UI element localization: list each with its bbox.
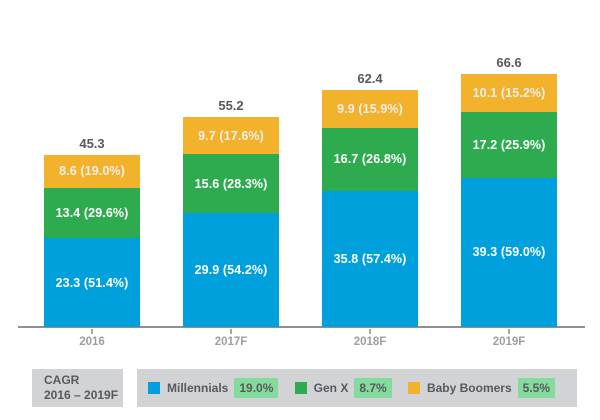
- x-axis-line: [18, 326, 585, 328]
- segment-value-label: 9.9 (15.9%): [337, 101, 403, 116]
- bar-stack: 35.8 (57.4%) 16.7 (26.8%) 9.9 (15.9%): [322, 89, 418, 327]
- x-axis-category-label: 2016: [79, 336, 105, 348]
- legend-item: Baby Boomers 5.5%: [407, 378, 555, 398]
- bar-total-label: 55.2: [218, 98, 244, 114]
- bar-stack: 23.3 (51.4%) 13.4 (29.6%) 8.6 (19.0%): [44, 154, 140, 327]
- segment-value-label: 13.4 (29.6%): [55, 206, 129, 221]
- bar-total-label: 45.3: [79, 135, 105, 151]
- segment-value-label: 35.8 (57.4%): [333, 251, 407, 266]
- legend-cagr-value: 19.0%: [234, 378, 279, 398]
- segment-value-label: 10.1 (15.2%): [472, 86, 546, 101]
- bar-group-2019f: 66.6 39.3 (59.0%) 17.2 (25.9%) 10.1 (15.2%)…: [461, 55, 557, 348]
- gen-x-swatch-icon: [294, 382, 307, 394]
- segment-value-label: 17.2 (25.9%): [472, 137, 546, 152]
- segment-gen-x: 17.2 (25.9%): [461, 112, 557, 178]
- segment-baby-boomers: 10.1 (15.2%): [461, 73, 557, 113]
- segment-millennials: 29.9 (54.2%): [183, 213, 279, 327]
- bar-stack: 39.3 (59.0%) 17.2 (25.9%) 10.1 (15.2%): [461, 73, 557, 327]
- segment-value-label: 16.7 (26.8%): [333, 152, 407, 167]
- legend-row: CAGR 2016 – 2019F Millennials 19.0% Gen …: [32, 369, 577, 407]
- bar-group-2017f: 55.2 29.9 (54.2%) 15.6 (28.3%) 9.7 (17.6%) 2…: [183, 98, 279, 348]
- segment-gen-x: 15.6 (28.3%): [183, 154, 279, 214]
- segment-value-label: 8.6 (19.0%): [59, 164, 125, 179]
- x-axis-tick: [508, 329, 510, 334]
- segment-value-label: 23.3 (51.4%): [55, 275, 129, 290]
- x-axis-category-label: 2019F: [492, 336, 526, 348]
- bar-total-label: 62.4: [357, 70, 383, 86]
- bar-stack: 29.9 (54.2%) 15.6 (28.3%) 9.7 (17.6%): [183, 117, 279, 327]
- legend-cagr-value: 8.7%: [354, 378, 392, 398]
- bar-series-container: 45.3 23.3 (51.4%) 13.4 (29.6%) 8.6 (19.0%) 2…: [44, 55, 557, 348]
- bar-total-label: 66.6: [496, 54, 522, 70]
- segment-value-label: 39.3 (59.0%): [472, 245, 546, 260]
- segment-millennials: 23.3 (51.4%): [44, 238, 140, 327]
- bar-group-2018f: 62.4 35.8 (57.4%) 16.7 (26.8%) 9.9 (15.9%) 2…: [322, 71, 418, 348]
- legend: Millennials 19.0% Gen X 8.7% Baby Boomer…: [137, 369, 577, 407]
- x-axis-category-label: 2018F: [353, 336, 387, 348]
- segment-baby-boomers: 9.9 (15.9%): [322, 89, 418, 128]
- segment-millennials: 39.3 (59.0%): [461, 177, 557, 327]
- segment-millennials: 35.8 (57.4%): [322, 190, 418, 327]
- legend-label: Millennials: [167, 381, 229, 395]
- legend-item: Millennials 19.0%: [148, 378, 279, 398]
- x-axis-tick: [369, 329, 371, 334]
- segment-value-label: 9.7 (17.6%): [198, 128, 264, 143]
- cagr-box: CAGR 2016 – 2019F: [32, 369, 123, 407]
- x-axis-tick: [230, 329, 232, 334]
- plot-area: 45.3 23.3 (51.4%) 13.4 (29.6%) 8.6 (19.0%) 2…: [18, 55, 585, 348]
- legend-label: Gen X: [313, 381, 349, 395]
- cagr-title: CAGR: [44, 373, 80, 387]
- x-axis-tick: [91, 329, 93, 334]
- segment-value-label: 29.9 (54.2%): [194, 263, 268, 278]
- legend-item: Gen X 8.7%: [294, 378, 392, 398]
- segment-baby-boomers: 9.7 (17.6%): [183, 117, 279, 155]
- bar-group-2016: 45.3 23.3 (51.4%) 13.4 (29.6%) 8.6 (19.0%) 2…: [44, 136, 140, 348]
- segment-gen-x: 13.4 (29.6%): [44, 187, 140, 239]
- segment-gen-x: 16.7 (26.8%): [322, 127, 418, 191]
- baby-boomers-swatch-icon: [407, 382, 420, 394]
- segment-baby-boomers: 8.6 (19.0%): [44, 154, 140, 188]
- segment-value-label: 15.6 (28.3%): [194, 176, 268, 191]
- cagr-period: 2016 – 2019F: [44, 388, 119, 402]
- x-axis-category-label: 2017F: [214, 336, 248, 348]
- millennials-swatch-icon: [148, 382, 160, 394]
- legend-label: Baby Boomers: [426, 381, 512, 395]
- legend-cagr-value: 5.5%: [517, 378, 555, 398]
